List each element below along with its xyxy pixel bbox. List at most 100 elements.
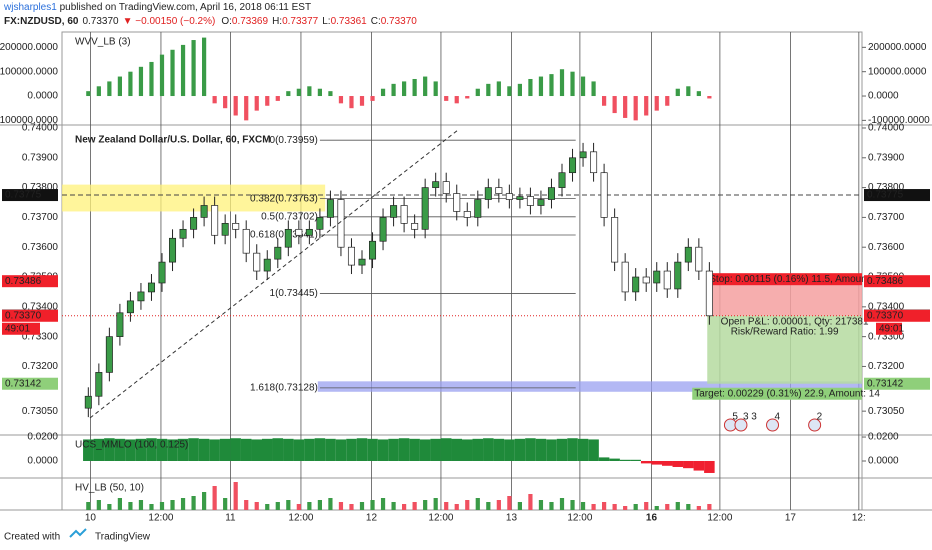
y-tick-label: 0.0200	[868, 432, 899, 443]
candle-body	[642, 276, 650, 284]
event-marker	[734, 418, 748, 432]
footer-brand[interactable]: TradingView	[95, 532, 151, 543]
candle-body	[674, 261, 682, 290]
candle-body	[295, 228, 303, 236]
bar	[538, 76, 544, 97]
bar	[314, 438, 326, 461]
bar	[475, 88, 480, 97]
bar	[296, 504, 301, 510]
candle-body	[147, 282, 155, 293]
candle-body	[705, 270, 713, 317]
y-tick-label: 0.73900	[22, 152, 59, 163]
bar	[559, 498, 565, 510]
candle-body	[84, 395, 92, 409]
bar	[412, 78, 417, 97]
candle-body	[569, 157, 577, 174]
y-tick-label: 0.73700	[868, 212, 905, 223]
bar	[433, 81, 438, 97]
bar	[693, 460, 705, 471]
bar	[170, 500, 175, 510]
bar	[612, 504, 617, 510]
bar	[223, 498, 228, 510]
bar	[128, 502, 133, 510]
bar	[462, 439, 473, 461]
bar	[212, 96, 217, 104]
bar	[707, 96, 712, 99]
y-tick-label: 0.73800	[868, 182, 905, 193]
bar	[149, 61, 154, 97]
y-tick-label: 0.0000	[868, 91, 899, 102]
price-label: 0.73486	[867, 276, 904, 287]
bar	[567, 438, 578, 461]
price-label: 0.73142	[5, 378, 42, 389]
stop-label-box	[707, 273, 862, 286]
x-tick-label: 10	[85, 513, 97, 524]
y-tick-label: 0.73200	[868, 361, 905, 372]
bar	[675, 88, 680, 97]
bar	[440, 438, 452, 461]
y-tick-label: 0.73900	[868, 152, 905, 163]
bar	[665, 96, 670, 106]
last: 0.73370	[82, 16, 119, 27]
candle-body	[411, 223, 419, 230]
bar	[180, 44, 186, 97]
candle-body	[369, 240, 377, 260]
bar	[549, 502, 554, 510]
user[interactable]: wjsharples1	[3, 2, 57, 13]
bar	[275, 502, 280, 510]
bar	[486, 83, 491, 97]
bar	[367, 438, 378, 461]
candle-body	[200, 205, 208, 218]
candle-body	[547, 187, 555, 200]
bar	[433, 498, 438, 510]
y-tick-label: 200000.0000	[868, 42, 927, 53]
bar	[349, 96, 354, 109]
bar	[580, 76, 586, 97]
bar	[402, 81, 407, 97]
bar	[296, 88, 301, 97]
fib-label: 0.5(0.73702)	[261, 211, 318, 222]
bar	[317, 500, 322, 510]
candle-body	[232, 223, 240, 230]
candle-body	[116, 312, 124, 337]
bar	[388, 438, 399, 461]
bar	[198, 438, 210, 461]
stop-label: Stop: 0.00115 (0.16%) 11.5, Amount: 75	[709, 274, 886, 285]
price-label-box	[864, 377, 930, 390]
candle-body	[347, 246, 355, 266]
bar	[359, 96, 365, 106]
bar	[654, 96, 659, 111]
bar	[325, 438, 336, 461]
bar	[380, 88, 386, 97]
event-label: 4	[775, 412, 781, 423]
y-tick-label: -100000.0000	[868, 115, 930, 126]
bar	[307, 502, 312, 510]
stop-zone	[707, 281, 862, 316]
bar	[538, 500, 544, 510]
y-tick-label: 0.0000	[868, 456, 899, 467]
bar	[630, 459, 641, 461]
o: 0.73369	[232, 16, 269, 27]
bar	[640, 460, 652, 464]
candle-body	[242, 228, 250, 254]
x-tick-label: 13	[506, 513, 518, 524]
countdown-box	[2, 322, 40, 335]
price-label: 0.73370	[5, 310, 42, 321]
bar	[472, 438, 484, 461]
y-tick-label: 0.0200	[27, 432, 58, 443]
candle-body	[379, 217, 387, 242]
bar	[528, 494, 533, 510]
candle-body	[505, 193, 513, 200]
bar	[223, 96, 228, 109]
bar	[591, 504, 596, 510]
chart-layer: 10 12:00 11 12:00 12 12:00 13 12:00 16 12:00 17 12:…	[0, 32, 930, 524]
bar	[156, 438, 168, 461]
event-label: 2	[817, 412, 823, 423]
bar	[328, 498, 333, 510]
bar	[328, 91, 333, 97]
bar	[644, 96, 649, 116]
bar	[159, 54, 165, 97]
published: published on TradingView.com, April 16, …	[57, 2, 311, 13]
bar	[602, 96, 607, 106]
bar	[209, 439, 220, 461]
